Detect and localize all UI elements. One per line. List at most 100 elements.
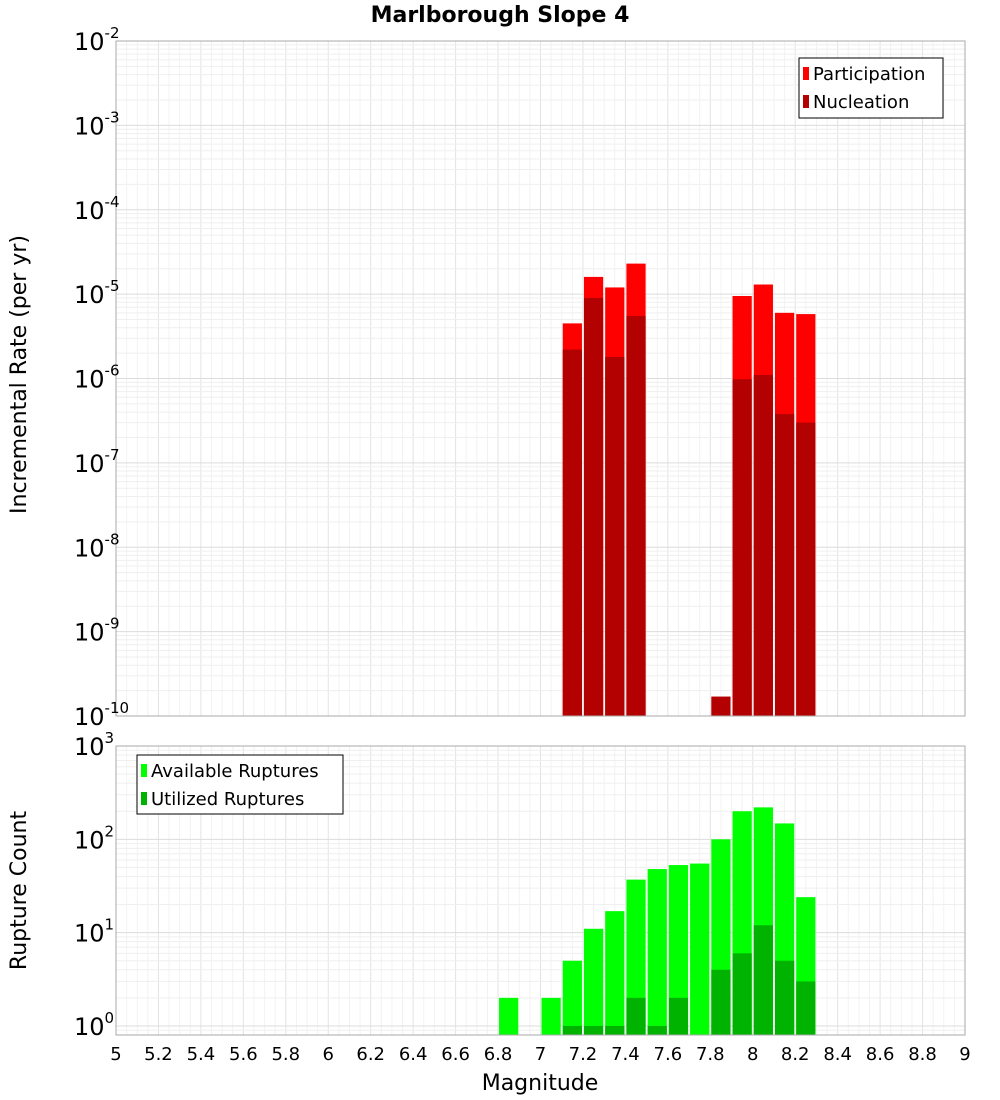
rate-bar-secondary [774,413,795,716]
count-bar-secondary [583,1025,604,1035]
y-tick-exponent: -5 [105,277,120,295]
y-tick-exponent: 0 [105,1009,115,1027]
x-tick-label: 5.4 [187,1044,216,1065]
rate-bar-secondary [583,297,604,716]
count-bar-secondary [732,953,752,1035]
y-tick-base: 10 [74,826,105,854]
y-tick-label: 10-10 [74,699,129,731]
rate-y-axis-label: Incremental Rate (per yr) [7,235,32,514]
x-axis-label: Magnitude [482,1071,599,1096]
count-bar-secondary [562,1025,582,1035]
count-bar-secondary [753,925,773,1035]
y-tick-base: 10 [74,366,105,394]
count-bar-secondary [626,997,646,1035]
y-tick-exponent: -6 [105,362,120,380]
count-bar-secondary [605,1025,625,1035]
y-tick-label: 10-9 [74,615,120,647]
x-tick-label: 6 [323,1044,334,1065]
y-tick-label: 10-2 [74,24,120,56]
y-tick-base: 10 [74,450,105,478]
x-tick-label: 5 [110,1044,121,1065]
x-tick-label: 8.8 [908,1044,937,1065]
x-tick-label: 8.6 [866,1044,895,1065]
x-tick-label: 9 [959,1044,970,1065]
legend-box [136,754,344,815]
y-tick-base: 10 [74,619,105,647]
y-tick-base: 10 [74,28,105,56]
rate-gridlines [115,41,966,717]
y-tick-base: 10 [74,281,105,309]
x-tick-label: 7.6 [654,1044,683,1065]
y-tick-label: 10-5 [74,277,120,309]
y-tick-label: 100 [74,1009,114,1041]
x-tick-label: 6.6 [441,1044,470,1065]
count-y-axis-label: Rupture Count [7,811,32,971]
y-tick-exponent: 2 [105,822,115,840]
rate-bar-secondary [796,422,816,716]
count-bars [499,807,816,1035]
rate-bars [562,263,816,716]
x-tick-label: 5.2 [144,1044,173,1065]
y-tick-exponent: -4 [105,193,120,211]
y-tick-exponent: 3 [105,729,115,747]
legend-swatch [141,764,147,777]
x-tick-label: 8.2 [781,1044,810,1065]
y-tick-base: 10 [74,1013,105,1041]
x-tick-label: 5.8 [271,1044,300,1065]
legend-swatch [803,95,809,108]
x-tick-label: 7.2 [569,1044,598,1065]
y-tick-base: 10 [74,197,105,225]
count-bar-secondary [796,981,816,1035]
y-tick-exponent: -2 [105,24,120,42]
y-tick-exponent: -3 [105,108,120,126]
count-bar-primary [499,997,519,1035]
y-tick-label: 101 [74,916,114,948]
x-tick-label: 7.8 [696,1044,725,1065]
rate-bar-secondary [605,356,625,716]
x-tick-label: 6.2 [356,1044,385,1065]
y-tick-label: 10-4 [74,193,120,225]
legend-label: Available Ruptures [151,761,319,782]
legend-box [798,57,944,119]
count-bar-primary [690,863,710,1035]
count-bar-secondary [668,997,689,1035]
x-tick-label: 7 [535,1044,546,1065]
y-tick-label: 10-7 [74,446,120,478]
rate-legend: Participation Nucleation [798,57,944,119]
y-tick-label: 10-6 [74,362,120,394]
y-tick-exponent: -9 [105,615,120,633]
x-tick-label: 5.6 [229,1044,258,1065]
y-tick-label: 10-8 [74,530,120,562]
rate-bar-secondary [562,349,582,716]
y-tick-label: 10-3 [74,108,120,140]
legend-label: Utilized Ruptures [151,789,304,810]
y-tick-label: 102 [74,822,114,854]
count-plot-frame [115,745,966,1036]
rate-bar-secondary [753,375,773,716]
y-tick-base: 10 [74,920,105,948]
count-legend: Available Ruptures Utilized Ruptures [136,754,344,815]
count-bar-secondary [711,969,731,1035]
y-tick-exponent: -10 [105,699,130,717]
count-bar-primary [562,960,582,1035]
y-tick-exponent: -8 [105,530,120,548]
y-tick-base: 10 [74,112,105,140]
legend-label: Participation [813,64,925,85]
count-bar-primary [605,911,625,1035]
rate-plot-frame [115,40,966,717]
y-tick-base: 10 [74,534,105,562]
count-bar-secondary [647,1025,667,1035]
count-bar-secondary [774,960,795,1035]
rate-bar-secondary [732,379,752,716]
legend-swatch [803,67,809,80]
x-tick-label: 8 [747,1044,758,1065]
x-tick-label: 8.4 [823,1044,852,1065]
x-tick-label: 6.4 [399,1044,428,1065]
y-tick-base: 10 [74,733,105,761]
x-tick-label: 6.8 [484,1044,513,1065]
y-tick-label: 103 [74,729,114,761]
chart-title: Marlborough Slope 4 [371,3,630,28]
